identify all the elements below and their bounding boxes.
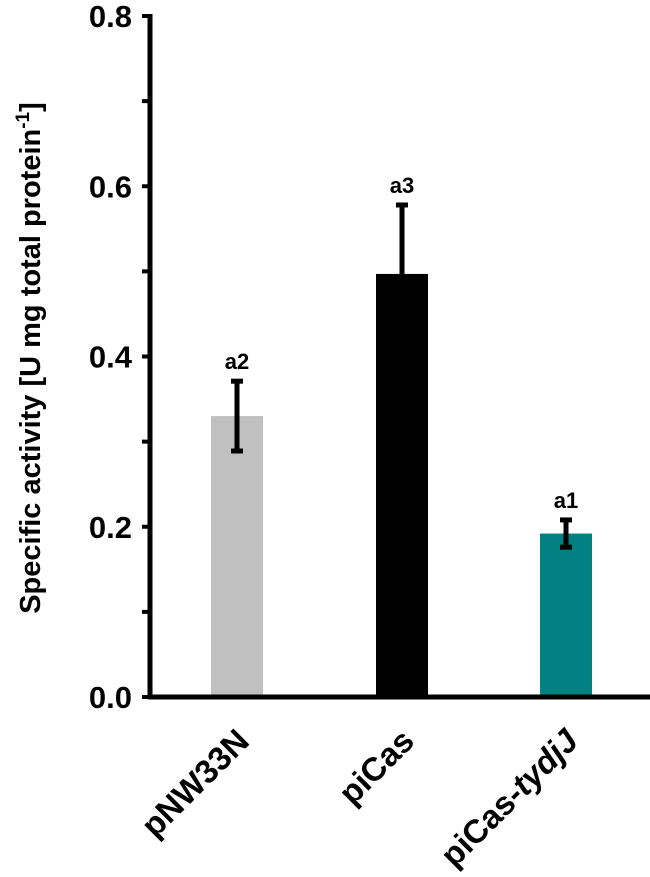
bars: a2 a3 a1: [211, 173, 592, 697]
y-axis: 0.0 0.2 0.4 0.6 0.8: [89, 0, 153, 715]
y-axis-label: Specific activity [U mg total protein-1]: [13, 102, 47, 614]
x-tick-label: piCas: [331, 722, 421, 812]
y-tick-label: 0.6: [89, 169, 132, 204]
data-label: a1: [554, 488, 578, 513]
bar: [211, 416, 263, 697]
data-label: a3: [390, 173, 414, 198]
bar: [540, 533, 592, 697]
data-label: a2: [225, 349, 249, 374]
y-tick-label: 0.0: [89, 680, 132, 715]
y-tick-label: 0.4: [89, 340, 133, 375]
y-tick-label: 0.8: [89, 0, 132, 34]
y-tick-label: 0.2: [89, 510, 132, 545]
x-tick-label: piCas-tydjJ: [433, 721, 585, 873]
x-tick-label: pNW33N: [134, 722, 256, 844]
